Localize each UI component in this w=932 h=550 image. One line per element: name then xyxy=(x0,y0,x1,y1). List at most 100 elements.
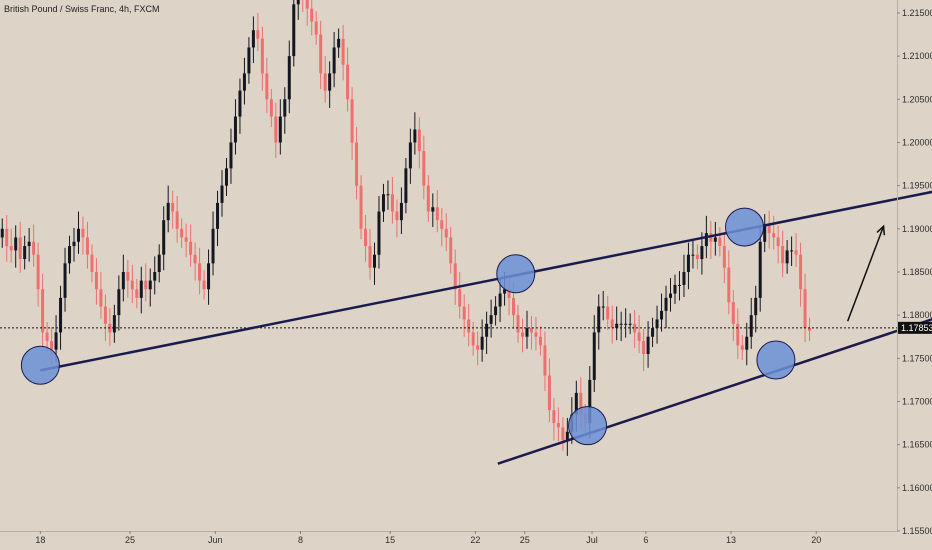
candle-body xyxy=(395,211,399,221)
candle-body xyxy=(673,284,677,294)
candle xyxy=(480,319,484,362)
candle-body xyxy=(310,8,314,22)
candle-body xyxy=(588,379,592,424)
candle-body xyxy=(642,341,646,354)
candle xyxy=(624,308,628,338)
candle-body xyxy=(489,315,493,324)
candle xyxy=(121,254,125,302)
y-axis[interactable]: 1.15500 1.16000 1.16500 1.17000 1.17500 1.180… xyxy=(897,8,932,536)
y-tick-label: 1.21000 xyxy=(902,51,932,61)
candle xyxy=(9,228,13,263)
candle-body xyxy=(184,237,188,242)
touch-point-circle xyxy=(725,207,765,247)
candle-body xyxy=(606,306,610,320)
candle xyxy=(90,244,94,283)
x-axis[interactable]: 18 25 Jun 8 15 22 25 Jul 6 13 20 xyxy=(35,531,821,545)
candle-body xyxy=(332,47,336,74)
y-tick-label: 1.21500 xyxy=(902,8,932,18)
candle xyxy=(592,315,596,392)
candle-body xyxy=(704,233,708,247)
candle xyxy=(328,61,332,108)
candle xyxy=(76,211,80,254)
candle xyxy=(538,326,542,356)
candle-body xyxy=(471,332,475,346)
y-tick-label: 1.19000 xyxy=(902,224,932,234)
candle-body xyxy=(534,332,538,337)
candle xyxy=(754,285,758,333)
candle xyxy=(332,31,336,88)
candle-body xyxy=(790,250,794,252)
candle xyxy=(669,278,673,312)
upper-trend-line[interactable] xyxy=(40,190,932,372)
candle xyxy=(489,299,493,338)
candle-body xyxy=(220,185,224,203)
candle xyxy=(781,230,785,278)
candle xyxy=(615,306,619,341)
y-tick-label: 1.20500 xyxy=(902,94,932,104)
candle-body xyxy=(619,323,623,325)
candle xyxy=(157,244,161,283)
candle-body xyxy=(435,207,439,221)
candle xyxy=(543,331,547,392)
candle xyxy=(139,266,143,314)
candle-body xyxy=(162,220,166,255)
candle-body xyxy=(628,323,632,325)
candle xyxy=(296,0,300,20)
candle-body xyxy=(485,323,489,337)
candle xyxy=(763,214,767,253)
candle-body xyxy=(660,310,664,320)
candle xyxy=(247,37,251,84)
candle-body xyxy=(754,297,758,316)
y-tick-label: 1.17000 xyxy=(902,396,932,406)
candle-body xyxy=(337,38,341,48)
candle xyxy=(790,236,794,266)
candle xyxy=(547,358,551,423)
y-tick-label: 1.17500 xyxy=(902,353,932,363)
candle xyxy=(337,28,341,58)
candle-body xyxy=(547,375,551,411)
candle-body xyxy=(552,410,556,424)
candle xyxy=(372,242,376,285)
lower-trend-line[interactable] xyxy=(497,316,932,465)
candle xyxy=(722,232,726,284)
y-tick-label: 1.19500 xyxy=(902,181,932,191)
candle xyxy=(731,290,735,342)
candle-body xyxy=(722,246,726,268)
candle xyxy=(628,313,632,335)
candle-body xyxy=(610,319,614,329)
candle-body xyxy=(251,30,255,48)
candle-body xyxy=(50,341,54,350)
candle xyxy=(610,305,614,344)
candle xyxy=(310,0,314,36)
candle-body xyxy=(422,151,426,186)
candle-body xyxy=(59,297,63,333)
candle xyxy=(417,117,421,169)
candle xyxy=(292,0,296,67)
candle xyxy=(368,228,372,280)
candle xyxy=(404,158,408,214)
candle-body xyxy=(278,116,282,143)
candle-body xyxy=(76,228,80,242)
candle-body xyxy=(408,142,412,169)
candle xyxy=(260,26,264,91)
x-tick-label: 8 xyxy=(298,535,303,545)
projection-arrow xyxy=(846,225,885,322)
x-tick-label: 13 xyxy=(726,535,736,545)
candle xyxy=(144,263,148,302)
candle xyxy=(556,407,560,442)
candle-body xyxy=(785,250,789,264)
candle xyxy=(283,87,287,134)
touch-point-circle xyxy=(496,254,536,294)
candle xyxy=(341,25,345,81)
candle-body xyxy=(633,323,637,333)
candle-body xyxy=(135,289,139,298)
candle xyxy=(700,232,704,275)
candle-body xyxy=(507,289,511,298)
candle xyxy=(381,183,385,222)
candle-body xyxy=(117,289,121,316)
candle xyxy=(216,190,220,247)
touch-point-circle xyxy=(20,345,60,385)
candle-body xyxy=(417,129,421,152)
